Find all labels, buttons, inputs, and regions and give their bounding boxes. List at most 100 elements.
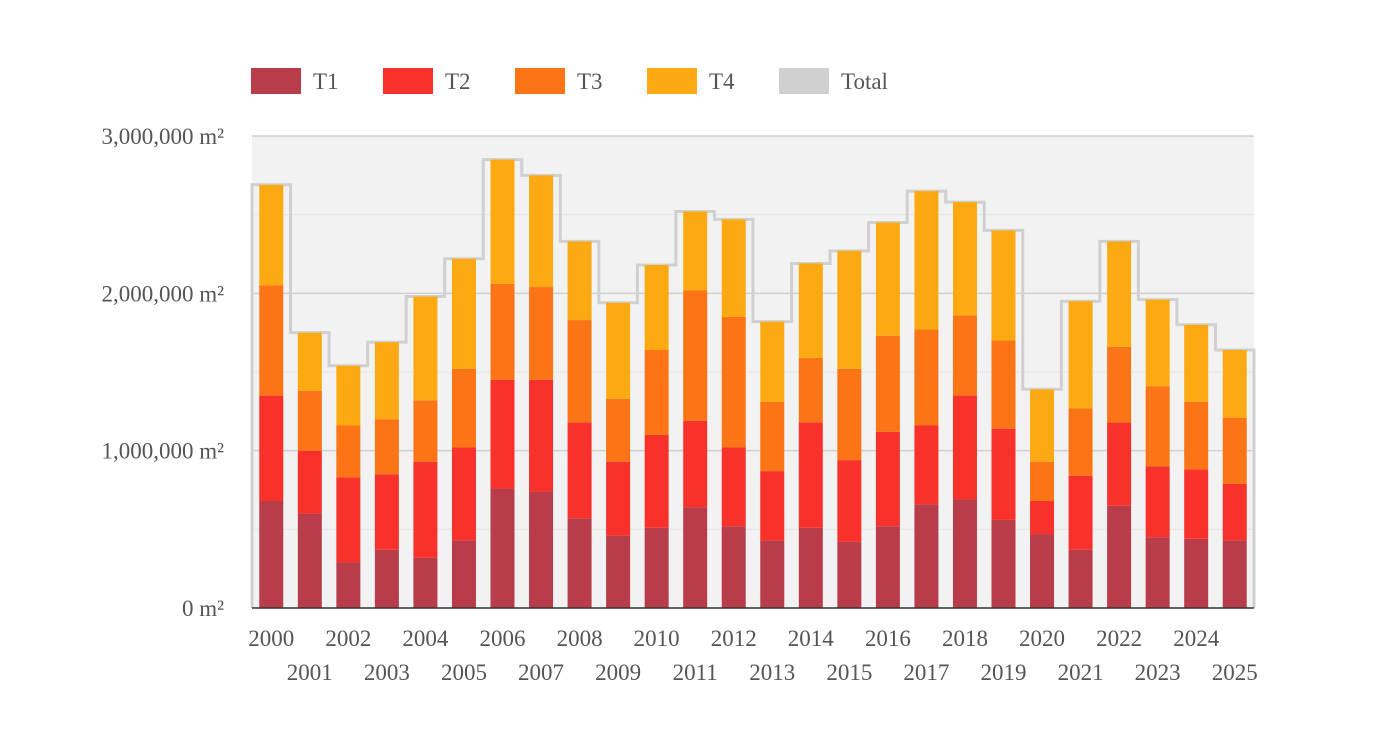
bar-t2-2023 xyxy=(1145,466,1170,538)
bar-t1-2006 xyxy=(490,488,515,608)
x-tick-label: 2003 xyxy=(364,660,410,685)
bar-t2-2000 xyxy=(259,395,284,502)
x-tick-label: 2000 xyxy=(248,626,294,651)
bar-t4-2015 xyxy=(837,250,862,369)
bar-t1-2018 xyxy=(952,499,977,608)
total-step-line xyxy=(250,158,1256,608)
x-tick-label: 2009 xyxy=(595,660,641,685)
bar-t1-2023 xyxy=(1145,537,1170,608)
x-tick-label: 2010 xyxy=(634,626,680,651)
bar-t4-2016 xyxy=(875,222,900,336)
bar-t1-2020 xyxy=(1030,534,1055,608)
bar-t3-2018 xyxy=(952,315,977,396)
bar-t2-2020 xyxy=(1030,501,1055,535)
bar-t3-2010 xyxy=(644,349,669,435)
x-tick-label: 2016 xyxy=(865,626,911,651)
bar-t4-2020 xyxy=(1030,389,1055,462)
bar-t2-2022 xyxy=(1107,422,1132,506)
bar-t3-2011 xyxy=(683,290,708,421)
bar-t2-2015 xyxy=(837,460,862,542)
x-tick-label: 2025 xyxy=(1212,660,1258,685)
bar-t1-2002 xyxy=(336,562,361,608)
bar-t3-2006 xyxy=(490,283,515,380)
x-tick-label: 2015 xyxy=(826,660,872,685)
bar-t3-2008 xyxy=(567,320,592,423)
bar-t2-2001 xyxy=(297,450,322,514)
legend-swatch-t3 xyxy=(515,68,565,94)
bar-t2-2003 xyxy=(374,474,399,550)
bar-t1-2021 xyxy=(1068,549,1093,608)
bar-t4-2002 xyxy=(336,365,361,426)
bar-t2-2013 xyxy=(760,471,785,541)
bar-t2-2009 xyxy=(606,461,631,536)
x-tick-label: 2018 xyxy=(942,626,988,651)
bar-t3-2002 xyxy=(336,425,361,478)
legend-label-t1: T1 xyxy=(313,69,339,94)
bar-t4-2008 xyxy=(567,241,592,321)
bar-t4-2005 xyxy=(451,258,476,369)
bar-t4-2001 xyxy=(297,332,322,391)
y-tick-label: 3,000,000 m² xyxy=(101,124,224,149)
bar-t4-2006 xyxy=(490,159,515,284)
bar-t2-2007 xyxy=(529,379,554,492)
bar-t4-2004 xyxy=(413,296,438,401)
bar-t3-2003 xyxy=(374,419,399,475)
x-tick-label: 2023 xyxy=(1135,660,1181,685)
bar-t2-2006 xyxy=(490,379,515,489)
bar-t1-2016 xyxy=(875,526,900,608)
x-tick-label: 2007 xyxy=(518,660,564,685)
bar-t1-2001 xyxy=(297,513,322,608)
bar-t4-2007 xyxy=(529,175,554,288)
bar-t4-2014 xyxy=(798,263,823,358)
bar-t3-2004 xyxy=(413,400,438,462)
bar-t3-2025 xyxy=(1222,417,1247,484)
bar-t2-2014 xyxy=(798,422,823,528)
bar-t2-2011 xyxy=(683,420,708,508)
bar-t4-2021 xyxy=(1068,301,1093,409)
bar-t2-2017 xyxy=(914,425,939,505)
bar-t2-2021 xyxy=(1068,475,1093,550)
bar-t3-2024 xyxy=(1184,401,1209,470)
bar-t4-2013 xyxy=(760,321,785,402)
y-axis: 0 m² 1,000,000 m² 2,000,000 m² 3,000,000 m² xyxy=(101,124,224,621)
bar-t1-2024 xyxy=(1184,538,1209,608)
bar-t4-2003 xyxy=(374,342,399,420)
bar-t2-2002 xyxy=(336,477,361,563)
bar-t1-2000 xyxy=(259,501,284,608)
bar-t3-2013 xyxy=(760,401,785,472)
bar-t3-2019 xyxy=(991,340,1016,429)
bar-t1-2025 xyxy=(1222,540,1247,608)
bar-t3-2012 xyxy=(721,316,746,448)
bar-t1-2022 xyxy=(1107,505,1132,608)
bar-t1-2003 xyxy=(374,549,399,608)
legend-swatch-total xyxy=(779,68,829,94)
bar-t4-2009 xyxy=(606,302,631,399)
x-tick-label: 2004 xyxy=(402,626,449,651)
legend-swatch-t2 xyxy=(383,68,433,94)
bar-t3-2007 xyxy=(529,287,554,380)
bar-t3-2021 xyxy=(1068,408,1093,476)
bar-t2-2012 xyxy=(721,447,746,527)
bar-t3-2000 xyxy=(259,285,284,396)
bar-t4-2024 xyxy=(1184,324,1209,402)
legend-label-t3: T3 xyxy=(577,69,603,94)
x-tick-label: 2024 xyxy=(1173,626,1220,651)
x-tick-label: 2001 xyxy=(287,660,333,685)
legend-label-t2: T2 xyxy=(445,69,471,94)
bar-t2-2016 xyxy=(875,431,900,527)
bar-t1-2015 xyxy=(837,541,862,608)
bar-t3-2005 xyxy=(451,368,476,448)
x-tick-label: 2008 xyxy=(557,626,603,651)
bar-t1-2009 xyxy=(606,535,631,608)
bar-t1-2017 xyxy=(914,504,939,608)
bar-t2-2004 xyxy=(413,461,438,558)
x-tick-label: 2002 xyxy=(325,626,371,651)
bar-t2-2010 xyxy=(644,434,669,528)
x-tick-label: 2020 xyxy=(1019,626,1065,651)
bar-t3-2022 xyxy=(1107,346,1132,423)
bar-t4-2025 xyxy=(1222,349,1247,418)
x-tick-label: 2019 xyxy=(981,660,1027,685)
x-tick-label: 2006 xyxy=(480,626,526,651)
x-tick-label: 2017 xyxy=(903,660,949,685)
